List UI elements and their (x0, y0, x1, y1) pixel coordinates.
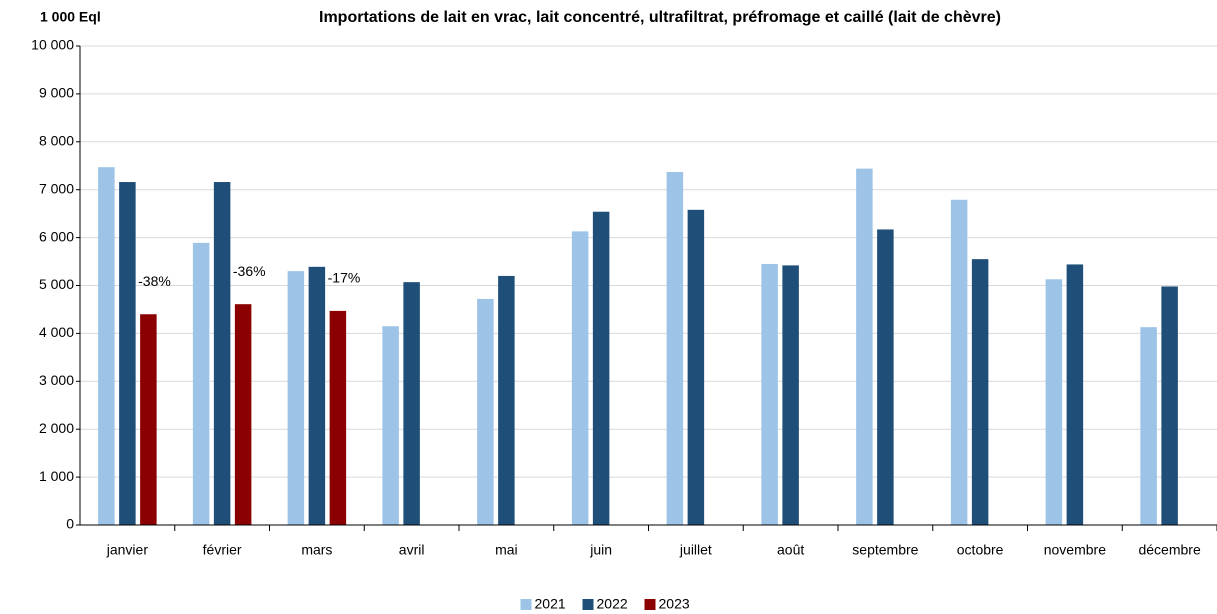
bar (308, 266, 326, 525)
annotation: -36% (233, 263, 266, 279)
legend-swatch (644, 599, 656, 610)
bar (382, 326, 399, 525)
y-tick-label: 3 000 (39, 372, 74, 388)
bar (1045, 279, 1063, 525)
bar (971, 259, 989, 525)
y-tick-label: 7 000 (39, 180, 74, 196)
bar (687, 209, 705, 525)
annotation: -17% (328, 270, 361, 286)
bar (98, 167, 115, 525)
y-tick-label: 10 000 (31, 37, 74, 53)
x-tick-label: octobre (957, 542, 1004, 558)
bar (1066, 264, 1084, 525)
x-tick-label: août (777, 542, 804, 558)
bar (119, 182, 136, 525)
bar (403, 282, 420, 525)
y-tick-label: 6 000 (39, 228, 74, 244)
y-tick-label: 8 000 (39, 133, 74, 149)
bar (498, 275, 515, 525)
bar (234, 304, 252, 525)
bar (1161, 286, 1178, 525)
legend-swatch (582, 599, 594, 610)
x-tick-label: février (203, 542, 242, 558)
bar (877, 229, 894, 525)
annotation: -38% (138, 273, 171, 289)
bar (329, 310, 347, 525)
bar (140, 314, 157, 525)
x-tick-label: mars (301, 542, 332, 558)
y-axis-label: 1 000 Eql (40, 9, 101, 25)
x-tick-label: juillet (679, 542, 712, 558)
y-tick-label: 9 000 (39, 85, 74, 101)
y-tick-label: 2 000 (39, 420, 74, 436)
bar (287, 271, 305, 525)
x-tick-label: novembre (1044, 542, 1106, 558)
bar (213, 182, 231, 525)
bar (782, 265, 799, 525)
y-tick-label: 4 000 (39, 324, 74, 340)
x-tick-label: juin (589, 542, 612, 558)
x-tick-label: septembre (852, 542, 918, 558)
bar (666, 171, 684, 526)
bar (856, 168, 873, 525)
legend-swatch (520, 599, 532, 610)
x-tick-label: mai (495, 542, 518, 558)
chart-title: Importations de lait en vrac, lait conce… (319, 9, 1001, 26)
legend-label: 2023 (659, 596, 690, 612)
x-tick-label: avril (399, 542, 425, 558)
y-tick-label: 1 000 (39, 468, 74, 484)
x-tick-label: janvier (106, 542, 149, 558)
bar (1140, 327, 1157, 525)
y-tick-label: 0 (66, 516, 74, 532)
bar (571, 231, 589, 526)
bar (592, 211, 610, 525)
y-tick-label: 5 000 (39, 276, 74, 292)
bar (761, 263, 778, 525)
bar (477, 298, 494, 525)
bar (950, 199, 968, 525)
legend-label: 2022 (597, 596, 628, 612)
bar (192, 242, 210, 525)
x-tick-label: décembre (1138, 542, 1200, 558)
legend-label: 2021 (535, 596, 566, 612)
